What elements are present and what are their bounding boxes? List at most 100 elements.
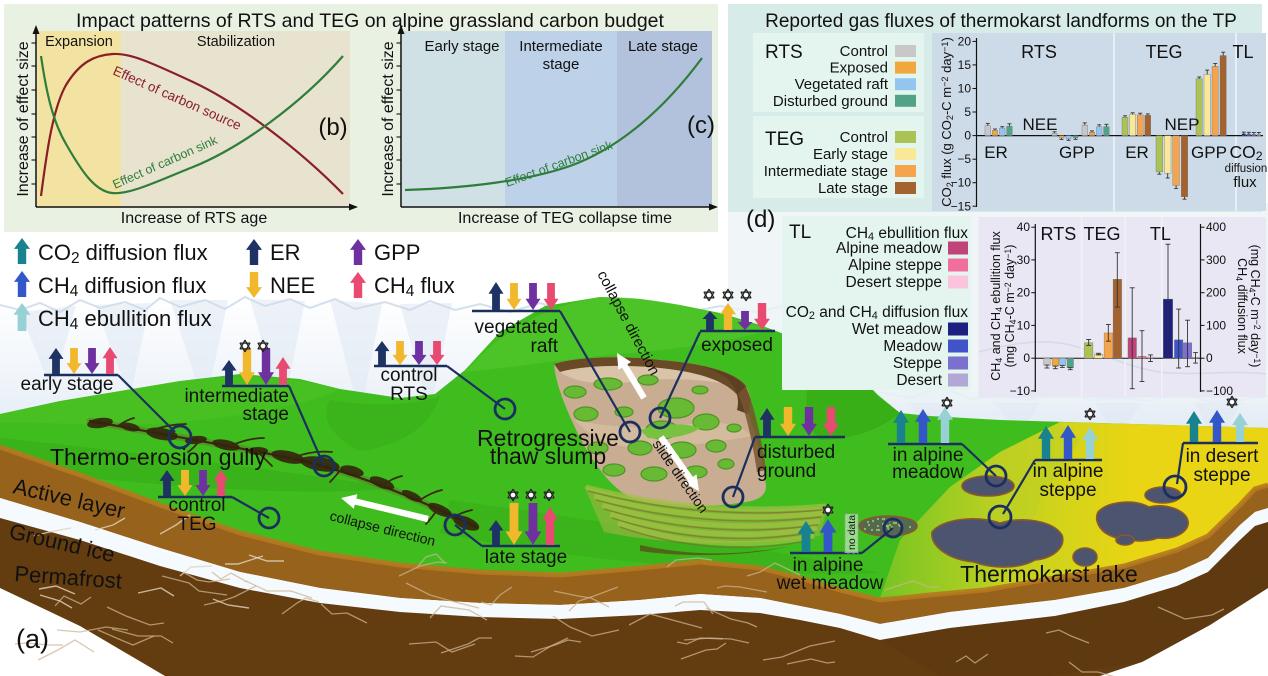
svg-text:0: 0	[1206, 351, 1213, 365]
svg-text:30: 30	[1017, 253, 1031, 267]
svg-text:Reported gas fluxes of thermok: Reported gas fluxes of thermokarst landf…	[765, 11, 1237, 32]
svg-text:TEG: TEG	[765, 129, 804, 150]
svg-text:0: 0	[964, 129, 971, 143]
svg-text:Meadow: Meadow	[883, 338, 942, 355]
svg-text:Exposed: Exposed	[830, 60, 888, 77]
svg-text:RTS: RTS	[1021, 42, 1057, 62]
svg-text:no data: no data	[846, 515, 858, 550]
svg-text:GPP: GPP	[1191, 143, 1227, 162]
svg-text:(d): (d)	[746, 206, 775, 233]
svg-text:ER: ER	[984, 143, 1008, 162]
svg-text:CO2 flux (g CO2-C m−2 day−1): CO2 flux (g CO2-C m−2 day−1)	[939, 37, 955, 207]
svg-text:−10: −10	[1010, 384, 1031, 398]
svg-text:GPP: GPP	[374, 240, 420, 265]
svg-text:Stabilization: Stabilization	[197, 34, 275, 50]
svg-text:CH4 ebullition flux: CH4 ebullition flux	[38, 306, 212, 333]
svg-text:Wet meadow: Wet meadow	[852, 321, 943, 338]
svg-text:in alpine: in alpine	[893, 445, 964, 466]
svg-text:thaw slump: thaw slump	[490, 443, 606, 469]
svg-text:Increase of RTS age: Increase of RTS age	[121, 210, 268, 227]
svg-text:control: control	[380, 365, 437, 386]
svg-text:meadow: meadow	[892, 462, 964, 483]
svg-text:(c): (c)	[687, 112, 715, 139]
svg-text:ground: ground	[757, 461, 816, 482]
svg-text:40: 40	[1017, 220, 1031, 234]
svg-text:NEP: NEP	[1165, 115, 1200, 134]
svg-text:20: 20	[958, 34, 972, 48]
svg-text:intermediate: intermediate	[184, 386, 289, 407]
svg-text:CH4 diffusion flux: CH4 diffusion flux	[1234, 258, 1249, 354]
svg-text:early stage: early stage	[21, 374, 114, 395]
svg-text:in alpine: in alpine	[793, 555, 864, 576]
svg-text:steppe: steppe	[1193, 465, 1250, 486]
svg-text:(a): (a)	[16, 624, 49, 654]
svg-text:0: 0	[1023, 351, 1030, 365]
svg-text:Early stage: Early stage	[813, 146, 888, 163]
svg-text:15: 15	[958, 58, 972, 72]
svg-text:CO2: CO2	[1229, 142, 1262, 163]
svg-text:5: 5	[964, 105, 971, 119]
svg-text:100: 100	[1206, 318, 1226, 332]
svg-text:flux: flux	[1233, 174, 1257, 191]
svg-text:stage: stage	[243, 404, 289, 425]
svg-text:RTS: RTS	[765, 42, 803, 63]
svg-text:stage: stage	[543, 56, 580, 73]
svg-text:400: 400	[1206, 220, 1226, 234]
svg-text:Control: Control	[840, 43, 888, 60]
svg-text:Vegetated raft: Vegetated raft	[795, 76, 889, 93]
svg-text:Impact patterns of RTS and TEG: Impact patterns of RTS and TEG on alpine…	[76, 10, 664, 32]
svg-text:ER: ER	[270, 240, 301, 265]
svg-text:Thermokarst lake: Thermokarst lake	[960, 561, 1138, 587]
svg-text:−5: −5	[957, 152, 971, 166]
svg-text:CO2 diffusion flux: CO2 diffusion flux	[38, 240, 208, 267]
svg-text:CH4 diffusion flux: CH4 diffusion flux	[38, 273, 206, 300]
svg-text:ER: ER	[1125, 143, 1149, 162]
svg-text:Disturbed ground: Disturbed ground	[773, 93, 888, 110]
svg-text:CO2 and CH4 diffusion flux: CO2 and CH4 diffusion flux	[786, 304, 969, 322]
svg-text:−15: −15	[951, 199, 972, 213]
svg-text:300: 300	[1206, 253, 1226, 267]
svg-text:NEE: NEE	[1023, 115, 1058, 134]
svg-text:Steppe: Steppe	[893, 355, 942, 372]
svg-text:NEE: NEE	[270, 273, 315, 298]
svg-text:Thermo-erosion gully: Thermo-erosion gully	[50, 444, 267, 470]
svg-text:Alpine steppe: Alpine steppe	[848, 257, 942, 274]
svg-text:steppe: steppe	[1039, 480, 1096, 501]
svg-text:control: control	[168, 495, 225, 516]
svg-text:wet meadow: wet meadow	[776, 573, 884, 594]
svg-text:CH4 ebullition flux: CH4 ebullition flux	[846, 225, 969, 243]
svg-text:Intermediate: Intermediate	[519, 38, 602, 55]
svg-text:RTS: RTS	[390, 384, 428, 405]
svg-text:Increase of effect size: Increase of effect size	[380, 41, 397, 196]
svg-text:Late stage: Late stage	[818, 180, 888, 197]
svg-text:Expansion: Expansion	[45, 34, 113, 50]
svg-text:−10: −10	[951, 176, 972, 190]
svg-text:Desert steppe: Desert steppe	[846, 274, 943, 291]
svg-text:exposed: exposed	[701, 335, 773, 356]
svg-text:(mg CH4-C m−2 day−1): (mg CH4-C m−2 day−1)	[1247, 245, 1262, 368]
svg-text:Intermediate stage: Intermediate stage	[764, 163, 888, 180]
svg-text:10: 10	[958, 82, 972, 96]
svg-text:Increase of TEG collapse time: Increase of TEG collapse time	[458, 210, 672, 227]
svg-text:Increase of effect size: Increase of effect size	[15, 41, 32, 196]
svg-text:Early stage: Early stage	[424, 38, 499, 55]
svg-text:TEG: TEG	[1145, 42, 1182, 62]
svg-text:Control: Control	[840, 129, 888, 146]
svg-text:raft: raft	[531, 336, 559, 357]
svg-text:in desert: in desert	[1186, 446, 1260, 467]
svg-text:TL: TL	[1232, 42, 1253, 62]
svg-text:10: 10	[1017, 318, 1031, 332]
svg-text:(mg CH4-C m−2 day−1): (mg CH4-C m−2 day−1)	[1003, 245, 1018, 368]
svg-text:in alpine: in alpine	[1033, 461, 1104, 482]
svg-text:200: 200	[1206, 286, 1226, 300]
svg-text:−100: −100	[1206, 384, 1233, 398]
svg-text:RTS: RTS	[1041, 224, 1077, 244]
svg-text:20: 20	[1017, 286, 1031, 300]
svg-text:late stage: late stage	[485, 547, 567, 568]
svg-text:CH4 flux: CH4 flux	[374, 273, 455, 300]
svg-text:vegetated: vegetated	[475, 317, 558, 338]
svg-text:TL: TL	[789, 222, 811, 243]
svg-text:Late stage: Late stage	[628, 38, 698, 55]
svg-text:Retrogressive: Retrogressive	[477, 425, 619, 451]
svg-text:GPP: GPP	[1059, 143, 1095, 162]
